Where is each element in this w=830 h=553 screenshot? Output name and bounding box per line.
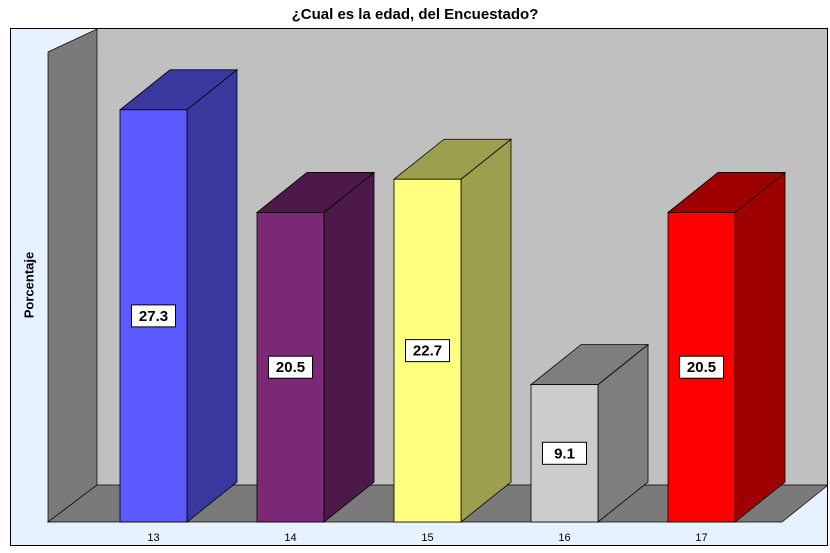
value-label: 20.5 — [276, 359, 305, 376]
value-label: 20.5 — [687, 359, 716, 376]
x-tick-label: 15 — [421, 532, 433, 544]
value-label-box — [268, 355, 313, 379]
value-label-box — [542, 441, 587, 465]
value-label-box — [131, 304, 176, 328]
side-wall — [47, 28, 98, 523]
x-tick-label: 17 — [695, 532, 707, 544]
x-tick-label: 16 — [558, 532, 570, 544]
value-label-box — [679, 355, 724, 379]
x-tick-label: 13 — [147, 532, 159, 544]
y-axis-label: Porcentaje — [21, 252, 36, 318]
value-label: 9.1 — [554, 445, 575, 462]
value-label: 27.3 — [139, 308, 168, 325]
bar-side — [734, 171, 786, 523]
bar-side — [323, 171, 375, 523]
bars: 27.3 13 20.5 14 22.7 15 9.1 16 20.5 17 — [118, 68, 787, 544]
value-label: 22.7 — [413, 343, 442, 360]
bar-side — [186, 68, 238, 523]
value-label-box — [405, 339, 450, 363]
x-tick-label: 14 — [284, 532, 296, 544]
chart-title: ¿Cual es la edad, del Encuestado? — [292, 6, 539, 23]
bar-side — [460, 138, 512, 523]
